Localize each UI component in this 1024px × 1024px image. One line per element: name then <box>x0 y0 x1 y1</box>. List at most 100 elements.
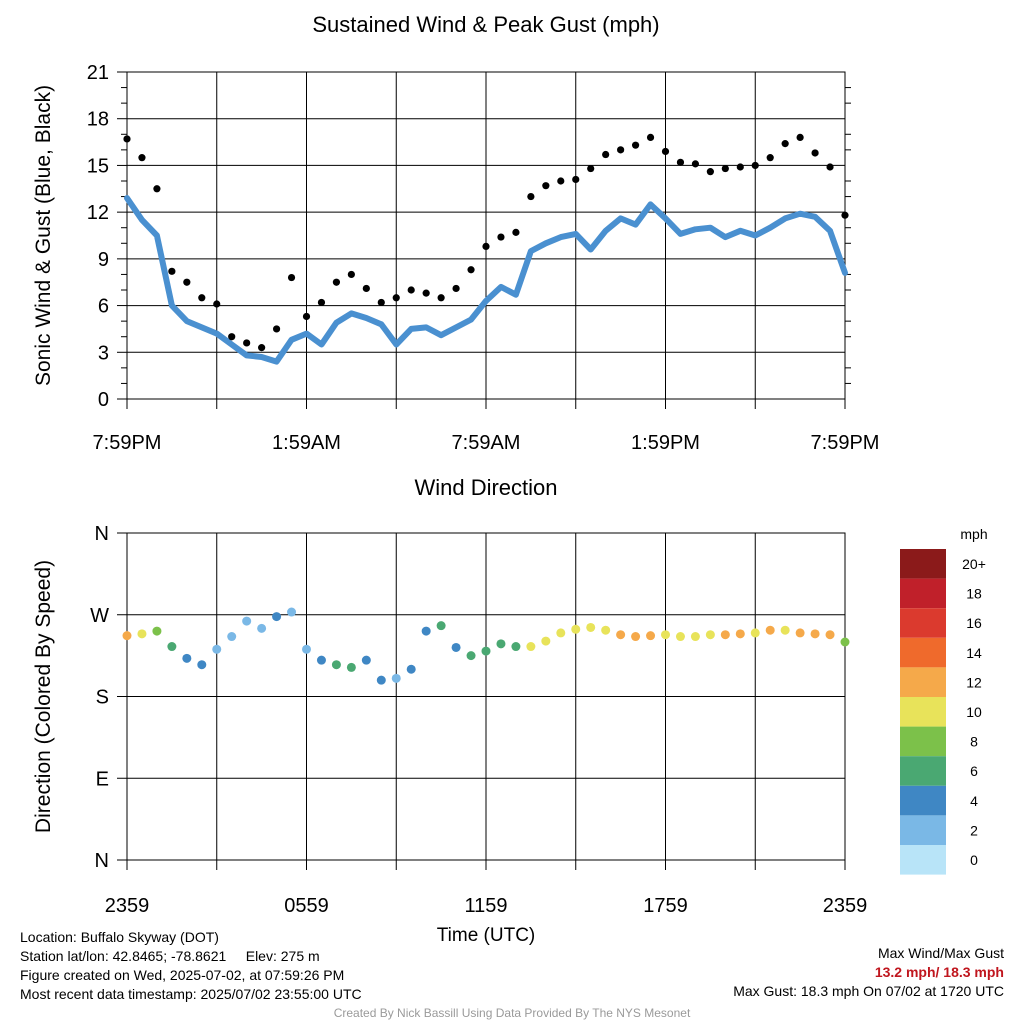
gust-point <box>168 267 176 275</box>
colorbar-swatch <box>900 756 946 786</box>
gust-point <box>527 192 535 201</box>
direction-point <box>272 612 282 622</box>
direction-point <box>601 625 611 635</box>
chart-title: Wind Direction <box>414 475 557 500</box>
colorbar-label: 8 <box>970 734 978 750</box>
colorbar-swatch <box>900 608 946 638</box>
direction-point <box>661 630 670 640</box>
gust-point <box>542 182 550 190</box>
gust-point <box>706 168 714 176</box>
gust-point <box>183 278 191 286</box>
gust-point <box>198 294 206 302</box>
gust-point <box>272 325 281 333</box>
colorbar-swatch <box>900 549 946 579</box>
x-tick-label: 1:59PM <box>631 432 700 454</box>
colorbar-label: 16 <box>966 615 982 631</box>
x-tick-label: 7:59PM <box>93 432 162 454</box>
colorbar-swatch <box>900 815 946 845</box>
colorbar-swatch <box>900 637 946 668</box>
y-tick-label: 12 <box>87 202 109 224</box>
gust-point <box>258 344 266 352</box>
elevation-text: Elev: 275 m <box>245 948 320 964</box>
direction-point <box>122 631 132 641</box>
x-tick-label: 2359 <box>105 895 150 917</box>
direction-point <box>346 662 356 672</box>
y-tick-label: 9 <box>98 249 109 271</box>
gust-point <box>153 185 161 193</box>
gust-point <box>138 154 146 162</box>
recent-data-text: Most recent data timestamp: 2025/07/02 2… <box>20 986 362 1002</box>
direction-point <box>182 653 192 663</box>
gust-point <box>721 164 729 173</box>
colorbar-label: 12 <box>966 674 982 690</box>
gust-point <box>482 242 490 250</box>
x-tick-label: 0559 <box>284 895 329 917</box>
gust-point <box>646 133 655 141</box>
direction-point <box>735 629 745 639</box>
x-tick-label: 2359 <box>823 895 868 917</box>
direction-point <box>511 642 521 652</box>
speed-colorbar: mph 20+ 18 16 14 12 10 8 6 4 2 0 <box>900 526 988 875</box>
gust-point <box>392 294 400 302</box>
gust-point <box>302 312 311 321</box>
gust-point <box>736 163 744 171</box>
gust-point <box>377 298 385 307</box>
direction-point <box>720 630 730 640</box>
direction-point <box>361 655 371 665</box>
sustained-wind-line <box>124 195 848 365</box>
max-gust-detail: Max Gust: 18.3 mph On 07/02 at 1720 UTC <box>733 983 1004 999</box>
direction-point <box>526 642 536 652</box>
direction-point <box>167 642 177 652</box>
gust-point <box>811 149 819 157</box>
gust-point <box>422 289 430 297</box>
direction-point <box>137 629 147 639</box>
gust-point <box>781 140 789 148</box>
gust-point <box>691 160 700 168</box>
gust-point <box>467 266 475 274</box>
direction-point <box>541 636 551 646</box>
y-tick-label: N <box>95 850 109 872</box>
direction-point <box>481 646 491 656</box>
y-tick-label: 15 <box>87 155 109 177</box>
colorbar-label: 14 <box>966 645 982 661</box>
chart-title: Sustained Wind & Peak Gust (mph) <box>312 12 659 37</box>
direction-point <box>287 607 297 617</box>
y-tick-label: N <box>95 523 109 545</box>
y-axis-label: Direction (Colored By Speed) <box>32 560 55 833</box>
x-tick-label: 7:59AM <box>452 432 521 454</box>
direction-point <box>257 623 267 633</box>
direction-point <box>571 624 581 634</box>
gust-point <box>631 141 640 149</box>
y-tick-label: E <box>96 768 109 790</box>
y-tick-label: 0 <box>98 389 109 411</box>
location-text: Location: Buffalo Skyway (DOT) <box>20 929 219 945</box>
created-text: Figure created on Wed, 2025-07-02, at 07… <box>20 967 345 983</box>
colorbar-label: 0 <box>970 852 978 868</box>
direction-point <box>795 628 805 638</box>
x-tick-label: 1:59AM <box>272 432 341 454</box>
gust-point <box>766 154 774 162</box>
direction-point <box>556 628 566 638</box>
direction-point <box>840 637 850 647</box>
colorbar-label: 2 <box>970 822 978 838</box>
direction-point <box>227 632 237 642</box>
direction-point <box>466 651 476 661</box>
y-tick-label: S <box>96 687 109 709</box>
direction-point <box>436 621 446 631</box>
y-axis-label: Sonic Wind & Gust (Blue, Black) <box>32 85 55 386</box>
gust-point <box>557 177 565 185</box>
max-wind-gust-label: Max Wind/Max Gust <box>877 945 1004 961</box>
colorbar-swatch <box>900 697 946 727</box>
gust-point <box>512 228 520 236</box>
gust-point <box>213 300 221 308</box>
gust-point <box>602 150 610 159</box>
colorbar-label: 6 <box>970 763 978 779</box>
direction-point <box>197 660 207 670</box>
gust-point <box>676 158 685 166</box>
direction-point <box>212 644 222 654</box>
y-tick-label: 18 <box>87 109 109 131</box>
x-axis-label: Time (UTC) <box>437 925 536 946</box>
gust-point <box>347 270 355 279</box>
direction-point <box>451 642 461 652</box>
max-wind-gust-values: 13.2 mph/ 18.3 mph <box>874 964 1004 980</box>
